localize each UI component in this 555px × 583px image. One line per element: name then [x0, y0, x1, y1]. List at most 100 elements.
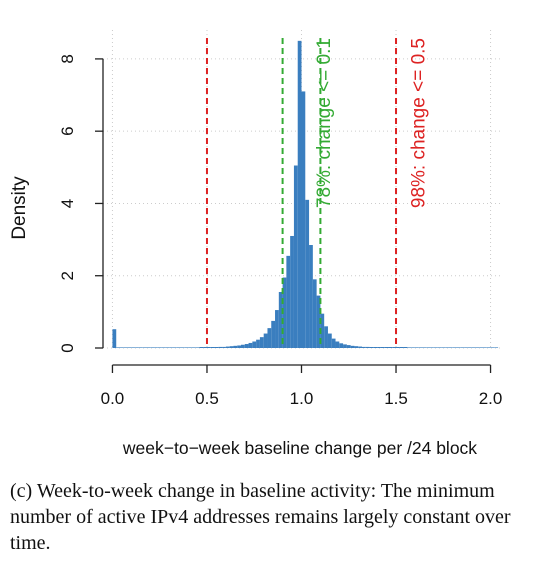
annotations: 78%: change <= 0.1 98%: change <= 0.5 [314, 38, 430, 208]
histogram-bar [267, 328, 272, 348]
histogram-bar [305, 199, 310, 348]
histogram-bar [203, 347, 207, 348]
histogram-bar [490, 347, 495, 348]
histogram-bar [278, 291, 283, 348]
histogram-bar [350, 345, 355, 348]
annotation-label: 98%: change <= 0.5 [408, 38, 429, 208]
histogram-bar [184, 347, 189, 348]
histogram-bar [407, 347, 412, 348]
histogram-bar [176, 347, 181, 348]
histogram-bar [252, 341, 257, 348]
histogram-bar [135, 347, 139, 348]
histogram-bar [471, 347, 476, 348]
histogram-bar [112, 329, 117, 348]
histogram-bar [380, 347, 385, 348]
histogram-bar [225, 346, 230, 348]
histogram-bar [475, 347, 480, 348]
histogram-bars [112, 40, 499, 348]
histogram-bar [229, 346, 234, 348]
y-tick-label: 0 [58, 343, 77, 352]
histogram-bar [138, 347, 143, 348]
histogram-bar [241, 344, 245, 348]
histogram-bar [437, 347, 442, 348]
histogram-bar [358, 346, 362, 348]
histogram-bar [327, 333, 332, 348]
histogram-bar [271, 320, 276, 348]
histogram-bar [388, 347, 393, 348]
histogram-bar [169, 347, 173, 348]
x-axis-label: week−to−week baseline change per /24 blo… [122, 438, 477, 458]
histogram-bar [411, 347, 415, 348]
histogram-bar [309, 245, 313, 348]
histogram-bar [244, 344, 249, 348]
histogram-bar [339, 343, 344, 348]
x-tick-label: 0.0 [101, 389, 125, 408]
histogram-bar [282, 277, 287, 348]
histogram-bar [494, 347, 499, 348]
histogram-bar [120, 347, 124, 348]
histogram-bar [297, 40, 302, 348]
histogram-bar [426, 347, 431, 348]
histogram-bar [195, 347, 200, 348]
histogram-bar [172, 347, 177, 348]
threshold-lines [205, 38, 398, 348]
histogram-bar [399, 347, 404, 348]
histogram-bar [165, 347, 170, 348]
y-axis-label: Density [9, 176, 30, 240]
histogram-bar [214, 347, 219, 348]
histogram-bar [335, 341, 340, 348]
histogram-bar [142, 347, 147, 348]
histogram-bar [206, 347, 211, 348]
histogram-bar [131, 347, 136, 348]
histogram-bar [259, 337, 264, 348]
histogram-bar [312, 279, 317, 348]
x-tick-label: 2.0 [479, 389, 503, 408]
y-tick-label: 6 [58, 126, 77, 135]
histogram-bar [233, 345, 238, 348]
histogram-bar [320, 313, 325, 348]
histogram-bar [263, 333, 268, 348]
histogram-bar [467, 347, 472, 348]
histogram-bar [373, 347, 378, 348]
histogram-bar [430, 347, 434, 348]
histogram-bar [116, 347, 121, 348]
histogram-bar [316, 295, 321, 348]
histogram-bar [286, 255, 291, 348]
histogram-bar [433, 347, 438, 348]
histogram-bar [222, 346, 226, 348]
x-tick-label: 0.5 [195, 389, 219, 408]
histogram-bar [248, 342, 253, 348]
histogram-bar [127, 347, 132, 348]
histogram-bar [486, 347, 491, 348]
histogram-bar [188, 347, 192, 348]
histogram-bar [365, 346, 370, 348]
histogram-bar [445, 347, 449, 348]
y-tick-label: 2 [58, 271, 77, 280]
histogram-bar [479, 347, 483, 348]
histogram-bar [441, 347, 446, 348]
histogram-bar [191, 347, 196, 348]
histogram-bar [354, 346, 359, 348]
histogram-bar [369, 347, 374, 348]
histogram-bar [456, 347, 461, 348]
x-tick-label: 1.5 [384, 389, 408, 408]
histogram-bar [448, 347, 453, 348]
histogram-bar [293, 165, 298, 348]
histogram-bar [199, 347, 204, 348]
histogram-bar [346, 345, 351, 348]
annotation-label: 78%: change <= 0.1 [314, 38, 335, 208]
figure-caption: (c) Week-to-week change in baseline acti… [10, 480, 511, 554]
histogram-bar [414, 347, 419, 348]
histogram-bar [403, 347, 408, 348]
histogram-bar [150, 347, 155, 348]
histogram-bar [275, 310, 279, 348]
x-tick-label: 1.0 [290, 389, 314, 408]
histogram-bar [343, 344, 347, 348]
histogram-bar [237, 345, 242, 348]
histogram-bar [418, 347, 423, 348]
axes: 0 2 4 6 8 0.0 0.5 1.0 1.5 2.0 [58, 54, 502, 408]
histogram-bar [460, 347, 465, 348]
y-tick-label: 4 [58, 199, 77, 208]
histogram-bar [256, 339, 260, 348]
histogram-bar [361, 346, 366, 348]
